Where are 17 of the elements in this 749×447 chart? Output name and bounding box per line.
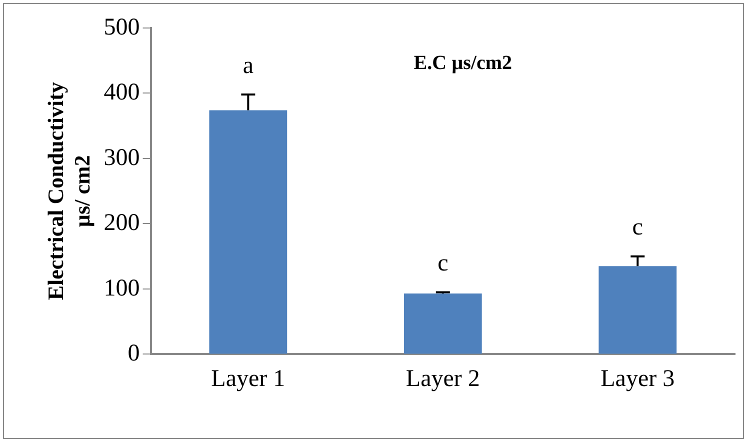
y-axis-title: Electrical Conductivity µs/ cm2 <box>42 82 94 300</box>
y-tick-label: 100 <box>104 275 140 302</box>
y-tick-label: 400 <box>104 80 140 106</box>
y-tick-label: 300 <box>104 144 140 171</box>
bar <box>404 294 482 354</box>
x-tick-label: Layer 2 <box>406 366 480 392</box>
y-tick-label: 500 <box>104 14 140 40</box>
annotation: a <box>242 52 254 79</box>
annotation: c <box>632 214 643 241</box>
annotation: c <box>438 250 448 277</box>
x-tick-label: Layer 1 <box>211 366 286 392</box>
text: E.C µs/cm2 <box>414 52 512 74</box>
bar <box>209 110 288 354</box>
y-tick-label: 200 <box>104 210 140 236</box>
bar <box>598 266 677 354</box>
x-tick-label: Layer 3 <box>600 366 675 392</box>
y-tick-label: 0 <box>128 340 140 366</box>
